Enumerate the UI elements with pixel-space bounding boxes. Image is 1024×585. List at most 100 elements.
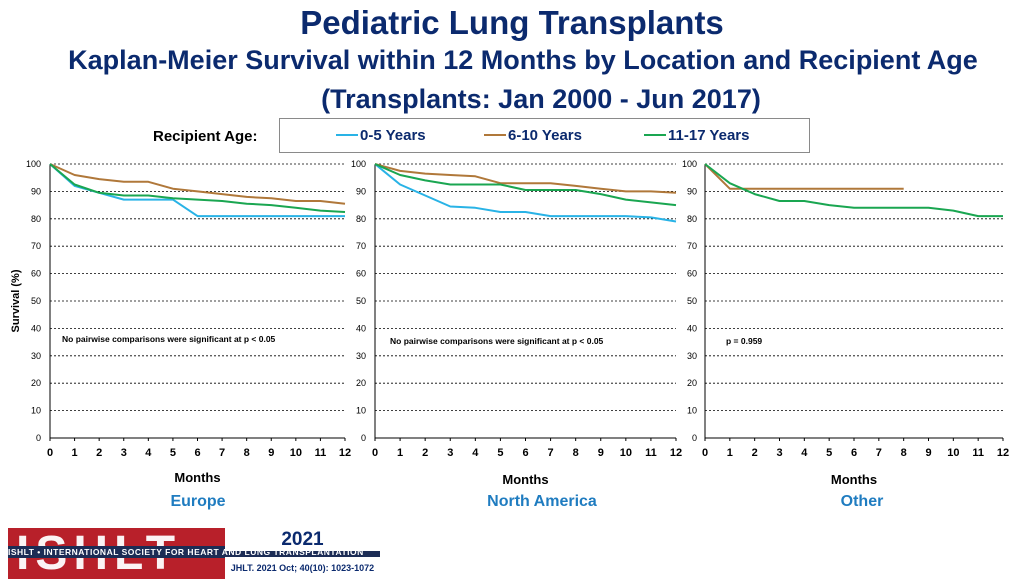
y-tick-label: 60 [356,269,366,279]
legend-label: Recipient Age: [153,128,258,145]
x-tick-label: 11 [972,447,984,459]
y-tick-label: 30 [356,351,366,361]
legend-swatch [644,134,666,137]
y-tick-label: 0 [361,433,366,443]
y-tick-label: 70 [687,241,697,251]
legend-item-11-17: 11-17 Years [644,127,749,144]
y-tick-label: 20 [356,378,366,388]
x-tick-label: 2 [422,447,428,459]
y-tick-label: 10 [356,406,366,416]
x-tick-label: 8 [244,447,250,459]
x-tick-label: 8 [573,447,579,459]
x-tick-label: 4 [801,447,808,459]
legend-item-0-5: 0-5 Years [336,127,426,144]
x-tick-label: 5 [497,447,503,459]
y-tick-label: 0 [36,433,41,443]
x-tick-label: 6 [194,447,200,459]
x-tick-label: 12 [997,447,1009,459]
y-tick-label: 20 [31,378,41,388]
y-tick-label: 40 [687,323,697,333]
x-tick-label: 10 [290,447,302,459]
x-tick-label: 0 [702,447,708,459]
y-tick-label: 90 [356,186,366,196]
y-tick-label: 50 [356,296,366,306]
x-tick-label: 5 [170,447,176,459]
y-tick-label: 0 [692,433,697,443]
y-tick-label: 60 [687,269,697,279]
x-tick-label: 12 [670,447,682,459]
series-line-6-10-years [704,163,904,190]
y-tick-label: 80 [31,214,41,224]
citation: JHLT. 2021 Oct; 40(10): 1023-1072 [225,557,380,579]
date-range-subtitle: (Transplants: Jan 2000 - Jun 2017) [321,84,761,114]
x-tick-label: 0 [372,447,378,459]
x-tick-label: 2 [752,447,758,459]
x-tick-label: 8 [901,447,907,459]
x-tick-label: 5 [826,447,832,459]
y-tick-label: 50 [31,296,41,306]
legend: 0-5 Years 6-10 Years 11-17 Years [279,118,810,153]
y-tick-label: 20 [687,378,697,388]
x-tick-label: 4 [472,447,479,459]
x-tick-label: 1 [397,447,403,459]
y-tick-label: 90 [687,186,697,196]
y-tick-label: 100 [351,159,366,169]
region-label-north-america: North America [487,493,597,510]
series-line-6-10-years [49,163,346,205]
x-axis-label: Months [174,470,220,485]
x-tick-label: 7 [219,447,225,459]
y-tick-label: 70 [356,241,366,251]
legend-item-label: 0-5 Years [360,127,426,144]
x-tick-label: 6 [851,447,857,459]
x-tick-label: 9 [925,447,931,459]
y-tick-label: 100 [682,159,697,169]
x-tick-label: 4 [145,447,152,459]
x-tick-label: 6 [522,447,528,459]
x-tick-label: 0 [47,447,53,459]
y-tick-label: 70 [31,241,41,251]
x-tick-label: 11 [315,447,327,459]
region-label-europe: Europe [170,493,226,510]
x-tick-label: 11 [645,447,657,459]
series-line-11-17-years [704,163,1003,218]
y-tick-label: 80 [687,214,697,224]
page-title: Pediatric Lung Transplants [300,4,724,41]
y-tick-label: 10 [687,406,697,416]
y-axis-label: Survival (%) [10,269,22,332]
x-tick-label: 1 [72,447,78,459]
y-tick-label: 90 [31,186,41,196]
y-tick-label: 80 [356,214,366,224]
series-line-11-17-years [374,163,677,207]
x-tick-label: 10 [947,447,959,459]
x-tick-label: 7 [876,447,882,459]
x-tick-label: 7 [548,447,554,459]
legend-swatch [336,134,358,137]
x-tick-label: 2 [96,447,102,459]
y-tick-label: 50 [687,296,697,306]
legend-item-6-10: 6-10 Years [484,127,582,144]
significance-note: No pairwise comparisons were significant… [62,334,276,344]
x-axis-label: Months [831,472,877,487]
legend-item-label: 6-10 Years [508,127,582,144]
y-tick-label: 30 [687,351,697,361]
x-tick-label: 3 [121,447,127,459]
x-tick-label: 12 [339,447,351,459]
legend-swatch [484,134,506,137]
series-line-11-17-years [49,163,346,213]
y-tick-label: 60 [31,269,41,279]
x-tick-label: 9 [598,447,604,459]
significance-note: p = 0.959 [726,336,762,346]
y-tick-label: 100 [26,159,41,169]
x-axis-label: Months [502,472,548,487]
x-tick-label: 3 [776,447,782,459]
region-label-other: Other [840,493,884,510]
series-line-0-5-years [374,163,677,223]
series-line-6-10-years [374,163,677,194]
x-tick-label: 1 [727,447,733,459]
x-tick-label: 3 [447,447,453,459]
y-tick-label: 10 [31,406,41,416]
